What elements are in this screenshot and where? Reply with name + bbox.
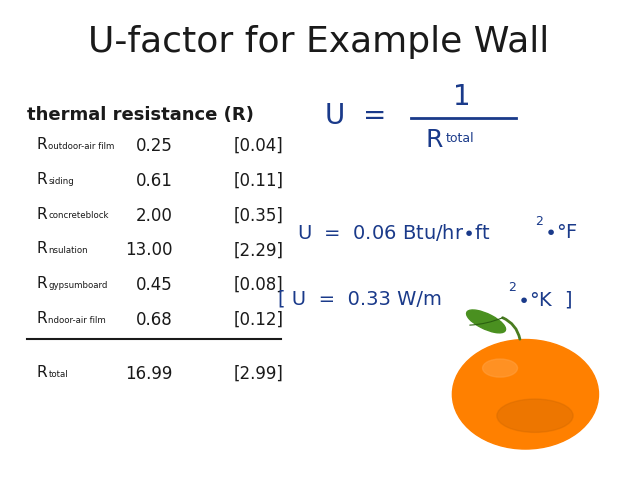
Text: 2: 2 <box>508 281 516 294</box>
Ellipse shape <box>497 399 573 433</box>
Text: 0.45: 0.45 <box>136 276 173 294</box>
Text: 16.99: 16.99 <box>126 365 173 383</box>
Text: [0.08]: [0.08] <box>234 276 283 294</box>
Text: U  =  0.06 Btu/hr$\bullet$ft: U = 0.06 Btu/hr$\bullet$ft <box>297 222 491 243</box>
Text: outdoor-air film: outdoor-air film <box>48 142 115 151</box>
Ellipse shape <box>452 340 598 449</box>
Text: R: R <box>36 241 47 256</box>
Text: R: R <box>36 137 47 152</box>
FancyArrowPatch shape <box>470 318 503 325</box>
Text: total: total <box>48 369 68 378</box>
Text: R: R <box>36 311 47 326</box>
Text: [ U  =  0.33 W/m: [ U = 0.33 W/m <box>278 289 441 308</box>
Text: [0.35]: [0.35] <box>234 206 283 225</box>
Text: 2: 2 <box>535 215 543 228</box>
Text: gypsumboard: gypsumboard <box>48 281 108 290</box>
Text: total: total <box>446 132 475 145</box>
Ellipse shape <box>482 359 517 377</box>
Text: 13.00: 13.00 <box>126 241 173 260</box>
Text: [0.12]: [0.12] <box>234 311 283 329</box>
Text: 0.61: 0.61 <box>136 172 173 190</box>
Text: [0.11]: [0.11] <box>234 172 283 190</box>
Text: [2.29]: [2.29] <box>234 241 283 260</box>
Text: U  =: U = <box>325 102 387 130</box>
Text: 2.00: 2.00 <box>136 206 173 225</box>
Text: R: R <box>426 127 443 151</box>
Text: $\bullet\degree$F: $\bullet\degree$F <box>544 223 578 242</box>
Text: concreteblock: concreteblock <box>48 211 109 220</box>
Text: 0.68: 0.68 <box>136 311 173 329</box>
Text: R: R <box>36 365 47 380</box>
Text: $\bullet\degree$K  ]: $\bullet\degree$K ] <box>517 288 572 309</box>
Text: 0.25: 0.25 <box>136 137 173 155</box>
Text: nsulation: nsulation <box>48 246 88 255</box>
Ellipse shape <box>466 310 505 333</box>
Text: U-factor for Example Wall: U-factor for Example Wall <box>89 25 549 59</box>
Text: R: R <box>36 206 47 222</box>
Text: ndoor-air film: ndoor-air film <box>48 316 106 325</box>
Text: [2.99]: [2.99] <box>234 365 283 383</box>
Text: R: R <box>36 276 47 291</box>
Text: R: R <box>36 172 47 187</box>
Text: [0.04]: [0.04] <box>234 137 283 155</box>
Text: thermal resistance (R): thermal resistance (R) <box>27 106 254 124</box>
Text: 1: 1 <box>453 83 471 111</box>
Text: siding: siding <box>48 177 74 186</box>
FancyArrowPatch shape <box>503 318 520 339</box>
